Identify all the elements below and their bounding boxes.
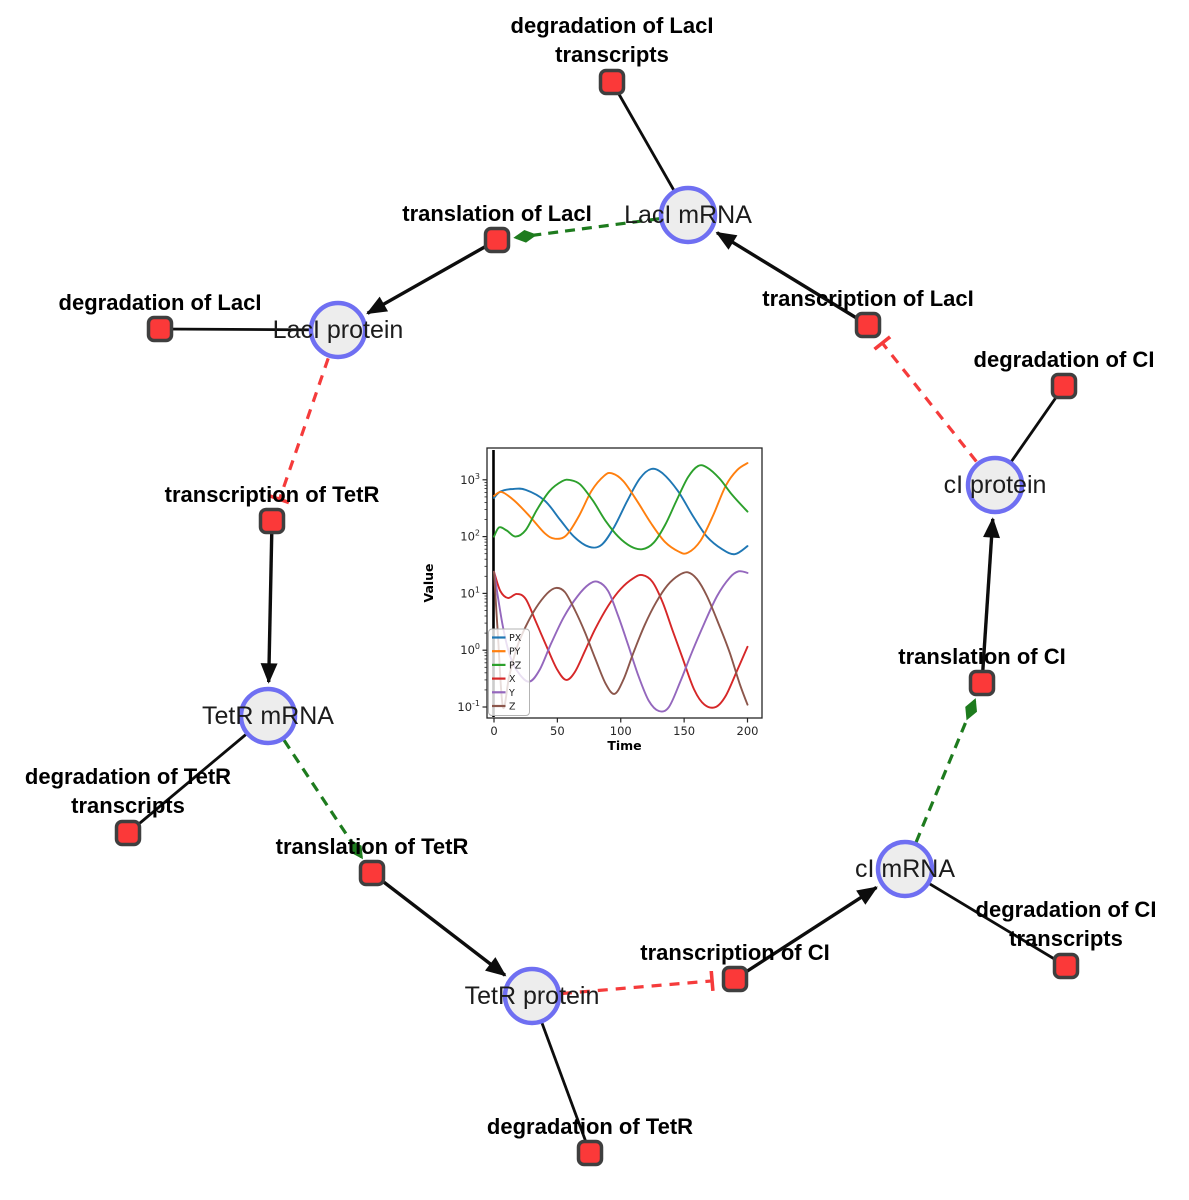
legend-label-PZ: PZ	[509, 660, 522, 671]
series-line-PY	[493, 462, 749, 555]
y-tick-label: 102	[460, 529, 480, 544]
x-tick-label: 0	[490, 724, 497, 738]
species-node-ci-mrna	[875, 839, 935, 899]
species-label-ci-protein: cI protein	[944, 471, 1047, 499]
reaction-label-tx-laci: transcription of LacI	[762, 286, 973, 311]
nodes-layer	[114, 68, 1080, 1167]
y-tick-label: 10-1	[457, 699, 480, 714]
chart-legend: PX PY PZ XYZ	[488, 628, 530, 716]
reaction-label-deg-laci-tx-line2: transcripts	[555, 42, 669, 67]
species-node-laci-mrna	[658, 185, 718, 245]
labels-layer: degradation of LacI transcripts translatio…	[25, 13, 1157, 1139]
reaction-node-deg-laci	[146, 315, 174, 343]
reaction-node-deg-tetr-tx	[114, 819, 142, 847]
species-node-laci-protein	[308, 300, 368, 360]
species-label-laci-mrna: LacI mRNA	[624, 201, 752, 229]
x-tick-label: 100	[610, 724, 632, 738]
species-label-tetr-mrna: TetR mRNA	[202, 702, 334, 730]
reaction-label-deg-tetr-tx-line1: degradation of TetR	[25, 764, 231, 789]
legend-label-Z: Z	[509, 702, 516, 713]
edge-inhibition-ci-protein-tx-laci	[873, 335, 978, 463]
reaction-node-deg-laci-tx	[598, 68, 626, 96]
series-line-Z	[493, 570, 749, 710]
edge-product-tx-ci-ci-mrna	[734, 886, 878, 981]
reaction-node-tx-ci	[721, 965, 749, 993]
chart-axes-frame	[486, 447, 763, 719]
reaction-label-tl-ci: translation of CI	[898, 644, 1065, 669]
legend-label-PX: PX	[509, 633, 522, 644]
reaction-node-tl-tetr	[358, 859, 386, 887]
series-line-PX	[493, 467, 749, 556]
edge-substrate-tetr-mrna-deg-tetr-tx	[127, 714, 269, 835]
edge-inhibition-laci-protein-tx-tetr	[269, 357, 330, 505]
y-tick-label: 101	[460, 585, 480, 600]
reaction-node-tx-tetr	[258, 507, 286, 535]
legend-label-X: X	[509, 674, 516, 685]
reaction-label-deg-laci-tx-line1: degradation of LacI	[511, 13, 714, 38]
series-line-X	[493, 570, 749, 709]
reaction-label-deg-ci: degradation of CI	[974, 347, 1155, 372]
species-label-ci-mrna: cI mRNA	[855, 855, 955, 883]
edge-inhibition-tetr-protein-tx-ci	[561, 970, 715, 996]
reaction-node-tl-ci	[968, 669, 996, 697]
edge-product-tx-tetr-tetr-mrna	[260, 520, 278, 684]
chart-curves	[493, 462, 749, 713]
reaction-label-tl-laci: translation of LacI	[402, 201, 591, 226]
edge-modifier-ci-mrna-tl-ci	[914, 698, 977, 843]
reaction-label-deg-ci-tx-line2: transcripts	[1009, 926, 1123, 951]
series-line-Y	[493, 570, 749, 713]
reaction-label-tx-tetr: transcription of TetR	[165, 482, 380, 507]
y-tick-label: 103	[460, 472, 480, 487]
x-tick-label: 150	[673, 724, 695, 738]
reaction-label-deg-tetr: degradation of TetR	[487, 1114, 693, 1139]
y-axis-title: Value	[421, 563, 436, 602]
edge-product-tl-laci-laci-protein	[366, 238, 498, 315]
species-node-ci-protein	[965, 455, 1025, 515]
x-tick-label: 50	[550, 724, 565, 738]
series-line-PZ	[493, 464, 749, 551]
reaction-label-deg-ci-tx-line1: degradation of CI	[976, 897, 1157, 922]
legend-label-PY: PY	[509, 647, 521, 658]
reaction-label-tx-ci: transcription of CI	[640, 940, 829, 965]
species-label-laci-protein: LacI protein	[273, 316, 404, 344]
x-axis-title: Time	[607, 738, 641, 753]
reaction-label-deg-tetr-tx-line2: transcripts	[71, 793, 185, 818]
edge-modifier-tetr-mrna-tl-tetr	[282, 739, 363, 860]
edge-substrate-laci-protein-deg-laci	[159, 327, 339, 332]
edge-modifier-laci-mrna-tl-laci	[513, 217, 660, 243]
x-tick-label: 200	[737, 724, 759, 738]
reaction-node-tx-laci	[854, 311, 882, 339]
species-node-tetr-mrna	[238, 686, 298, 746]
reaction-node-deg-ci	[1050, 372, 1078, 400]
inset-chart: 0 50 100 150 20010310210110010-1TimeValuePXP…	[421, 447, 763, 753]
reaction-node-deg-tetr	[576, 1139, 604, 1167]
reaction-node-deg-ci-tx	[1052, 952, 1080, 980]
reaction-node-tl-laci	[483, 226, 511, 254]
species-node-tetr-protein	[502, 966, 562, 1026]
legend-label-Y: Y	[508, 688, 515, 699]
edge-product-tl-ci-ci-protein	[980, 517, 1001, 684]
species-label-tetr-protein: TetR protein	[465, 982, 600, 1010]
reaction-label-tl-tetr: translation of TetR	[276, 834, 469, 859]
edge-product-tx-laci-laci-mrna	[715, 231, 869, 327]
edge-substrate-ci-mrna-deg-ci-tx	[904, 867, 1067, 968]
edge-product-tl-tetr-tetr-protein	[370, 871, 507, 977]
y-tick-label: 100	[460, 642, 480, 657]
reaction-label-deg-laci: degradation of LacI	[59, 290, 262, 315]
